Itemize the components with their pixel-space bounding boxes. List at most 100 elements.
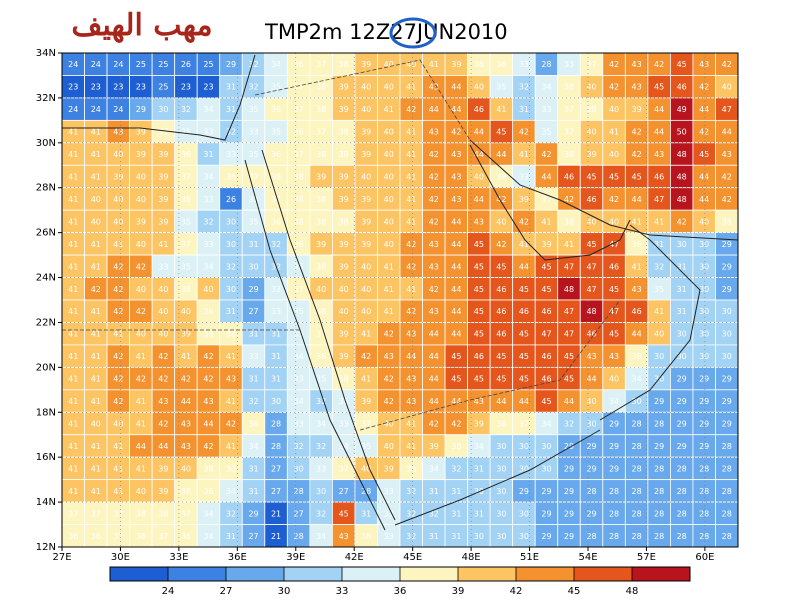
cell-value: 39 (339, 83, 349, 92)
cell-value: 28 (271, 442, 281, 451)
cell-value: 40 (181, 464, 191, 473)
cell-value: 40 (406, 60, 416, 69)
cell-value: 32 (316, 442, 326, 451)
cell-value: 40 (384, 150, 394, 159)
cell-value: 37 (361, 420, 371, 429)
cell-value: 48 (564, 285, 574, 294)
cell-value: 41 (406, 128, 416, 137)
cell-value: 42 (451, 128, 461, 137)
cell-value: 40 (158, 285, 168, 294)
cell-value: 32 (294, 442, 304, 451)
colorbar-swatch (342, 567, 400, 581)
cell-value: 44 (451, 105, 461, 114)
cell-value: 40 (136, 240, 146, 249)
cell-value: 45 (519, 330, 529, 339)
cell-value: 38 (181, 487, 191, 496)
cell-value: 30 (496, 487, 506, 496)
x-tick-label: 39E (286, 552, 305, 563)
cell-value: 31 (474, 464, 484, 473)
cell-value: 37 (68, 509, 78, 518)
cell-value: 29 (564, 442, 574, 451)
cell-value: 38 (451, 442, 461, 451)
cell-value: 37 (519, 420, 529, 429)
grid-cells: 24 24 24 25 25 26 25 29 32 34 36 37 38 39 40 40 41 39 38 36… (61, 52, 739, 548)
cell-value: 43 (181, 442, 191, 451)
cell-value: 34 (474, 442, 484, 451)
cell-value: 38 (158, 509, 168, 518)
cell-value: 42 (429, 195, 439, 204)
cell-value: 28 (654, 420, 664, 429)
cell-value: 32 (406, 509, 416, 518)
cell-value: 30 (699, 330, 709, 339)
cell-value: 28 (632, 509, 642, 518)
cell-value: 31 (451, 532, 461, 541)
cell-value: 36 (294, 128, 304, 137)
cell-value: 31 (226, 307, 236, 316)
cell-value: 45 (541, 397, 551, 406)
cell-value: 39 (339, 173, 349, 182)
cell-value: 40 (361, 307, 371, 316)
cell-value: 27 (294, 509, 304, 518)
cell-value: 31 (654, 240, 664, 249)
logo: مهب الهيف (71, 8, 212, 43)
coastline (261, 149, 396, 521)
cell-value: 44 (429, 397, 439, 406)
cell-value: 41 (406, 173, 416, 182)
cell-value: 40 (496, 217, 506, 226)
cell-value: 34 (316, 532, 326, 541)
cell-value: 36 (632, 240, 642, 249)
cell-value: 41 (406, 285, 416, 294)
cell-value: 42 (113, 262, 123, 271)
cell-value: 31 (429, 532, 439, 541)
cell-value: 28 (609, 509, 619, 518)
cell-value: 50 (677, 128, 687, 137)
colorbar-swatch (632, 567, 690, 581)
cell-value: 41 (181, 352, 191, 361)
cell-value: 44 (429, 375, 439, 384)
cell-value: 38 (339, 60, 349, 69)
cell-value: 30 (474, 487, 484, 496)
cell-value: 27 (271, 487, 281, 496)
cell-value: 30 (158, 105, 168, 114)
cell-value: 47 (586, 285, 596, 294)
cell-value: 44 (496, 397, 506, 406)
cell-value: 41 (91, 442, 101, 451)
cell-value: 40 (91, 195, 101, 204)
cell-value: 43 (158, 397, 168, 406)
cell-value: 38 (294, 195, 304, 204)
cell-value: 38 (294, 173, 304, 182)
cell-value: 42 (203, 352, 213, 361)
cell-value: 41 (68, 217, 78, 226)
cell-value: 44 (541, 173, 551, 182)
cell-value: 36 (271, 150, 281, 159)
cell-value: 36 (294, 60, 304, 69)
cell-value: 41 (406, 442, 416, 451)
cell-value: 34 (248, 442, 258, 451)
cell-value: 29 (541, 487, 551, 496)
cell-value: 30 (248, 262, 258, 271)
cell-value: 42 (113, 352, 123, 361)
cell-value: 42 (158, 352, 168, 361)
cell-value: 39 (429, 442, 439, 451)
cell-value: 31 (248, 487, 258, 496)
cell-value: 24 (91, 105, 101, 114)
cell-value: 39 (113, 173, 123, 182)
cell-value: 42 (496, 195, 506, 204)
cell-value: 47 (654, 195, 664, 204)
cell-value: 40 (316, 285, 326, 294)
cell-value: 41 (226, 442, 236, 451)
cell-value: 43 (113, 128, 123, 137)
cell-value: 30 (699, 240, 709, 249)
cell-value: 42 (91, 285, 101, 294)
cell-value: 44 (632, 330, 642, 339)
cell-value: 45 (496, 375, 506, 384)
cell-value: 39 (361, 240, 371, 249)
cell-value: 38 (316, 105, 326, 114)
border (359, 299, 621, 431)
cell-value: 27 (248, 307, 258, 316)
cell-value: 30 (271, 397, 281, 406)
cell-value: 39 (339, 262, 349, 271)
cell-value: 40 (474, 83, 484, 92)
cell-value: 38 (316, 262, 326, 271)
cell-value: 37 (316, 128, 326, 137)
